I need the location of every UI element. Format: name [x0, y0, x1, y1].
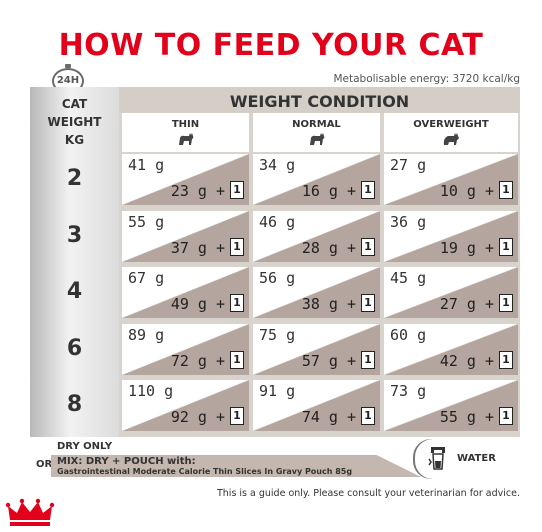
kg-label: 6 — [66, 335, 83, 361]
dry-amount: 36 g — [390, 212, 427, 231]
dry-amount: 110 g — [128, 382, 174, 400]
legend-mix-product: Gastrointestinal Moderate Calorie Thin S… — [57, 467, 353, 476]
condition-thin: THIN — [122, 113, 249, 152]
mix-amount: 72 g + — [170, 351, 225, 370]
feeding-cell: 89 g 72 g + 1 — [122, 323, 249, 375]
dry-amount: 91 g — [259, 382, 296, 400]
dry-amount: 89 g — [128, 325, 165, 344]
mix-amount: 42 g + — [439, 351, 494, 370]
header-band — [119, 87, 520, 113]
clock-label: 24H — [56, 75, 80, 86]
feeding-cell: 46 g 28 g + 1 — [253, 210, 380, 262]
mix-amount: 27 g + — [439, 295, 494, 313]
feeding-cell: 45 g 27 g + 1 — [384, 267, 518, 318]
pouch-icon: 1 — [499, 350, 513, 369]
kg-label: 4 — [66, 279, 83, 304]
feeding-cell: 91 g 74 g + 1 — [253, 380, 380, 431]
pouch-icon: 1 — [361, 237, 375, 256]
feeding-cell: 60 g 42 g + 1 — [384, 323, 518, 375]
mix-amount: 74 g + — [301, 408, 356, 426]
pouch-icon: 1 — [499, 181, 513, 199]
feeding-cell: 27 g 10 g + 1 — [384, 154, 518, 205]
dry-amount: 75 g — [259, 325, 296, 344]
pouch-icon: 1 — [230, 407, 244, 425]
condition-normal: NORMAL — [253, 113, 380, 152]
legend-mix-band — [51, 455, 421, 477]
pouch-icon: 1 — [361, 350, 375, 369]
condition-normal-label: NORMAL — [292, 119, 341, 130]
mix-amount: 16 g + — [301, 182, 356, 200]
mix-amount: 57 g + — [301, 351, 356, 370]
kg-label: 8 — [66, 392, 83, 417]
pouch-icon: 1 — [230, 237, 244, 256]
legend-mix-title: MIX: DRY + POUCH with: — [57, 456, 196, 467]
condition-thin-label: THIN — [171, 119, 200, 130]
mix-amount: 10 g + — [439, 182, 494, 200]
pouch-icon: 1 — [499, 294, 513, 312]
cat-icon — [443, 133, 459, 145]
dry-amount: 60 g — [390, 325, 427, 344]
feeding-cell: 73 g 55 g + 1 — [384, 380, 518, 431]
dry-amount: 67 g — [128, 269, 165, 287]
pouch-icon: 1 — [361, 181, 375, 199]
mix-amount: 49 g + — [170, 295, 225, 313]
dry-amount: 27 g — [390, 156, 427, 174]
water-icon — [428, 447, 445, 470]
condition-overweight: OVERWEIGHT — [384, 113, 518, 152]
dry-amount: 45 g — [390, 269, 427, 287]
feeding-table: CAT WEIGHT KG WEIGHT CONDITION THIN NORM… — [30, 87, 520, 437]
cat-weight-line-2: WEIGHT — [47, 115, 102, 129]
weight-column — [30, 87, 119, 437]
water-badge: WATER — [415, 439, 520, 479]
pouch-icon: 1 — [499, 407, 513, 425]
legend: DRY ONLY OR MIX: DRY + POUCH with: Gastr… — [30, 437, 520, 479]
cat-icon — [178, 133, 193, 145]
pouch-icon: 1 — [230, 294, 244, 312]
condition-overweight-label: OVERWEIGHT — [413, 119, 489, 130]
dry-amount: 34 g — [259, 156, 296, 174]
mix-amount: 55 g + — [439, 408, 494, 426]
weight-condition-header: WEIGHT CONDITION — [229, 92, 410, 111]
dry-amount: 46 g — [259, 212, 296, 231]
cat-icon — [309, 133, 324, 145]
page-title: HOW TO FEED YOUR CAT — [58, 28, 484, 63]
legend-dry-only: DRY ONLY — [57, 441, 113, 452]
feeding-cell: 75 g 57 g + 1 — [253, 323, 380, 375]
pouch-icon: 1 — [230, 181, 244, 199]
feeding-cell: 41 g 23 g + 1 — [122, 154, 249, 205]
feeding-cell: 36 g 19 g + 1 — [384, 210, 518, 262]
pouch-icon: 1 — [361, 294, 375, 312]
mix-amount: 92 g + — [170, 408, 225, 426]
mix-amount: 28 g + — [301, 238, 356, 257]
kg-label: 3 — [66, 222, 83, 248]
feeding-cell: 67 g 49 g + 1 — [122, 267, 249, 318]
energy-label: Metabolisable energy: 3720 kcal/kg — [333, 73, 520, 85]
cat-weight-header: CAT WEIGHT KG — [30, 95, 119, 149]
mix-amount: 38 g + — [301, 295, 356, 313]
feeding-cell: 34 g 16 g + 1 — [253, 154, 380, 205]
disclaimer: This is a guide only. Please consult you… — [216, 488, 520, 499]
mix-amount: 19 g + — [439, 238, 494, 257]
kg-label: 2 — [66, 166, 83, 191]
dry-amount: 55 g — [128, 212, 165, 231]
pouch-icon: 1 — [230, 350, 244, 369]
mix-amount: 37 g + — [170, 238, 225, 257]
mix-amount: 23 g + — [170, 182, 225, 200]
water-label: WATER — [457, 453, 496, 464]
cat-weight-line-1: CAT — [61, 97, 88, 111]
dry-amount: 73 g — [390, 382, 427, 400]
legend-or: OR — [36, 459, 53, 470]
cat-weight-line-3: KG — [64, 133, 85, 147]
royal-canin-crown-logo — [5, 498, 55, 526]
dry-amount: 56 g — [259, 269, 296, 287]
pouch-icon: 1 — [499, 237, 513, 256]
feeding-cell: 110 g 92 g + 1 — [122, 380, 249, 431]
pouch-icon: 1 — [361, 407, 375, 425]
dry-amount: 41 g — [128, 156, 165, 174]
feeding-cell: 55 g 37 g + 1 — [122, 210, 249, 262]
feeding-cell: 56 g 38 g + 1 — [253, 267, 380, 318]
